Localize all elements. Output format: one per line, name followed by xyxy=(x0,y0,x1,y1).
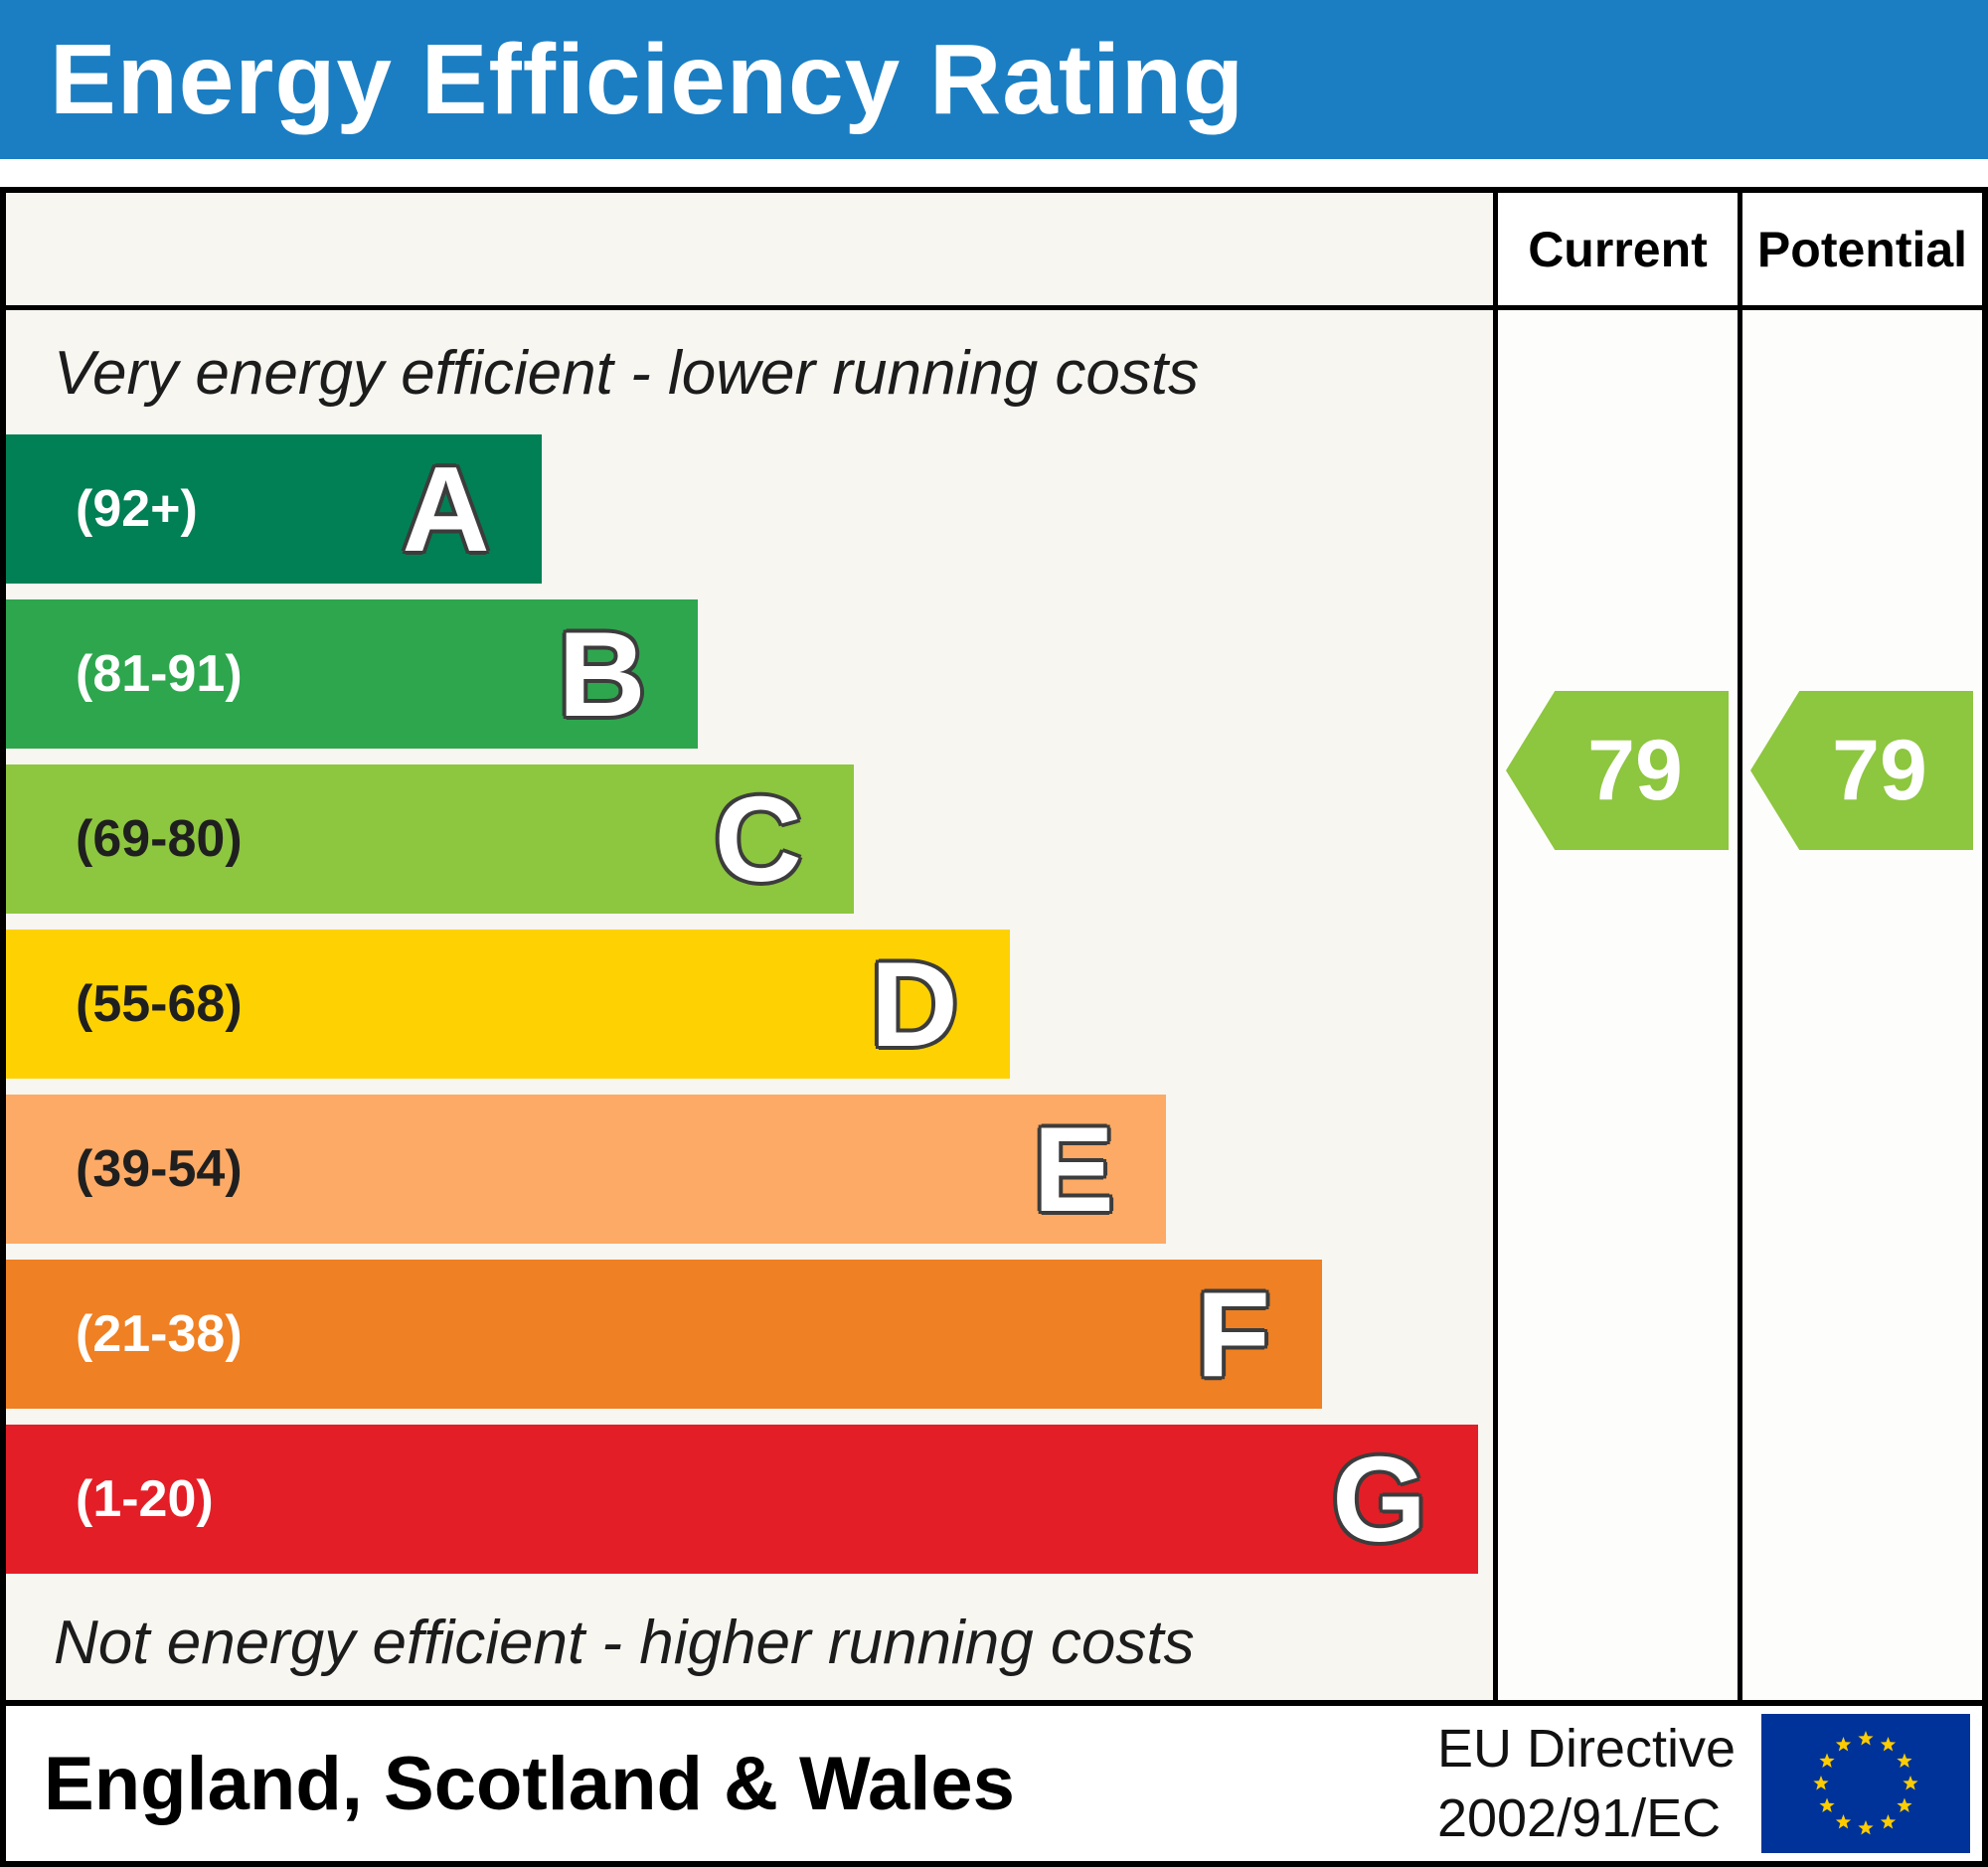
footer: England, Scotland & Wales EU Directive 2… xyxy=(6,1700,1982,1861)
band-letter: C xyxy=(714,771,802,907)
band-range-label: (39-54) xyxy=(76,1140,243,1198)
band-row-g: (1-20) G xyxy=(6,1425,1493,1574)
band-range-label: (92+) xyxy=(76,480,198,538)
band-range-label: (69-80) xyxy=(76,810,243,868)
eu-flag-icon xyxy=(1761,1714,1970,1853)
band-letter: E xyxy=(1033,1102,1114,1237)
top-caption: Very energy efficient - lower running co… xyxy=(54,339,1200,408)
band-row-f: (21-38) F xyxy=(6,1260,1493,1409)
band-bar-g: (1-20) G xyxy=(6,1425,1479,1574)
eu-directive-label: EU Directive 2002/91/EC xyxy=(1437,1714,1736,1853)
bands-container: (92+) A (81-91) B (69-80) C (55-68) D (39-54) E (2… xyxy=(6,434,1493,1574)
band-letter: B xyxy=(558,606,646,742)
band-letter: A xyxy=(402,441,490,577)
band-bar-a: (92+) A xyxy=(6,434,542,584)
page-title: Energy Efficiency Rating xyxy=(50,23,1245,135)
title-bar: Energy Efficiency Rating xyxy=(0,0,1988,159)
band-row-d: (55-68) D xyxy=(6,930,1493,1079)
current-value-cell: 79 xyxy=(1493,310,1738,1700)
band-row-a: (92+) A xyxy=(6,434,1493,584)
potential-rating-value: 79 xyxy=(1832,722,1927,818)
region-label: England, Scotland & Wales xyxy=(44,1741,1015,1826)
band-bar-c: (69-80) C xyxy=(6,764,854,914)
band-range-label: (21-38) xyxy=(76,1305,243,1363)
band-row-e: (39-54) E xyxy=(6,1095,1493,1244)
current-rating-value: 79 xyxy=(1587,722,1683,818)
eu-directive-line1: EU Directive xyxy=(1436,1718,1736,1779)
band-range-label: (1-20) xyxy=(76,1470,214,1528)
band-letter: D xyxy=(870,936,958,1072)
rating-table: Current Potential Very energy efficient … xyxy=(6,193,1982,1700)
current-column-header: Current xyxy=(1493,193,1738,310)
band-row-c: (69-80) C xyxy=(6,764,1493,914)
band-letter: F xyxy=(1196,1267,1270,1402)
band-row-b: (81-91) B xyxy=(6,599,1493,749)
bands-area: Very energy efficient - lower running co… xyxy=(6,310,1493,1700)
chart-header-spacer xyxy=(6,193,1493,310)
potential-value-cell: 79 xyxy=(1738,310,1982,1700)
current-rating-arrow: 79 xyxy=(1506,691,1729,850)
band-range-label: (55-68) xyxy=(76,975,243,1033)
eu-directive-line2: 2002/91/EC xyxy=(1436,1788,1722,1848)
potential-column-header: Potential xyxy=(1738,193,1982,310)
band-bar-b: (81-91) B xyxy=(6,599,698,749)
bottom-caption: Not energy efficient - higher running co… xyxy=(54,1609,1195,1677)
band-bar-d: (55-68) D xyxy=(6,930,1010,1079)
potential-rating-arrow: 79 xyxy=(1750,691,1973,850)
band-range-label: (81-91) xyxy=(76,645,243,703)
band-bar-e: (39-54) E xyxy=(6,1095,1166,1244)
band-letter: G xyxy=(1332,1432,1427,1567)
rating-panel: Current Potential Very energy efficient … xyxy=(0,187,1988,1867)
band-bar-f: (21-38) F xyxy=(6,1260,1322,1409)
